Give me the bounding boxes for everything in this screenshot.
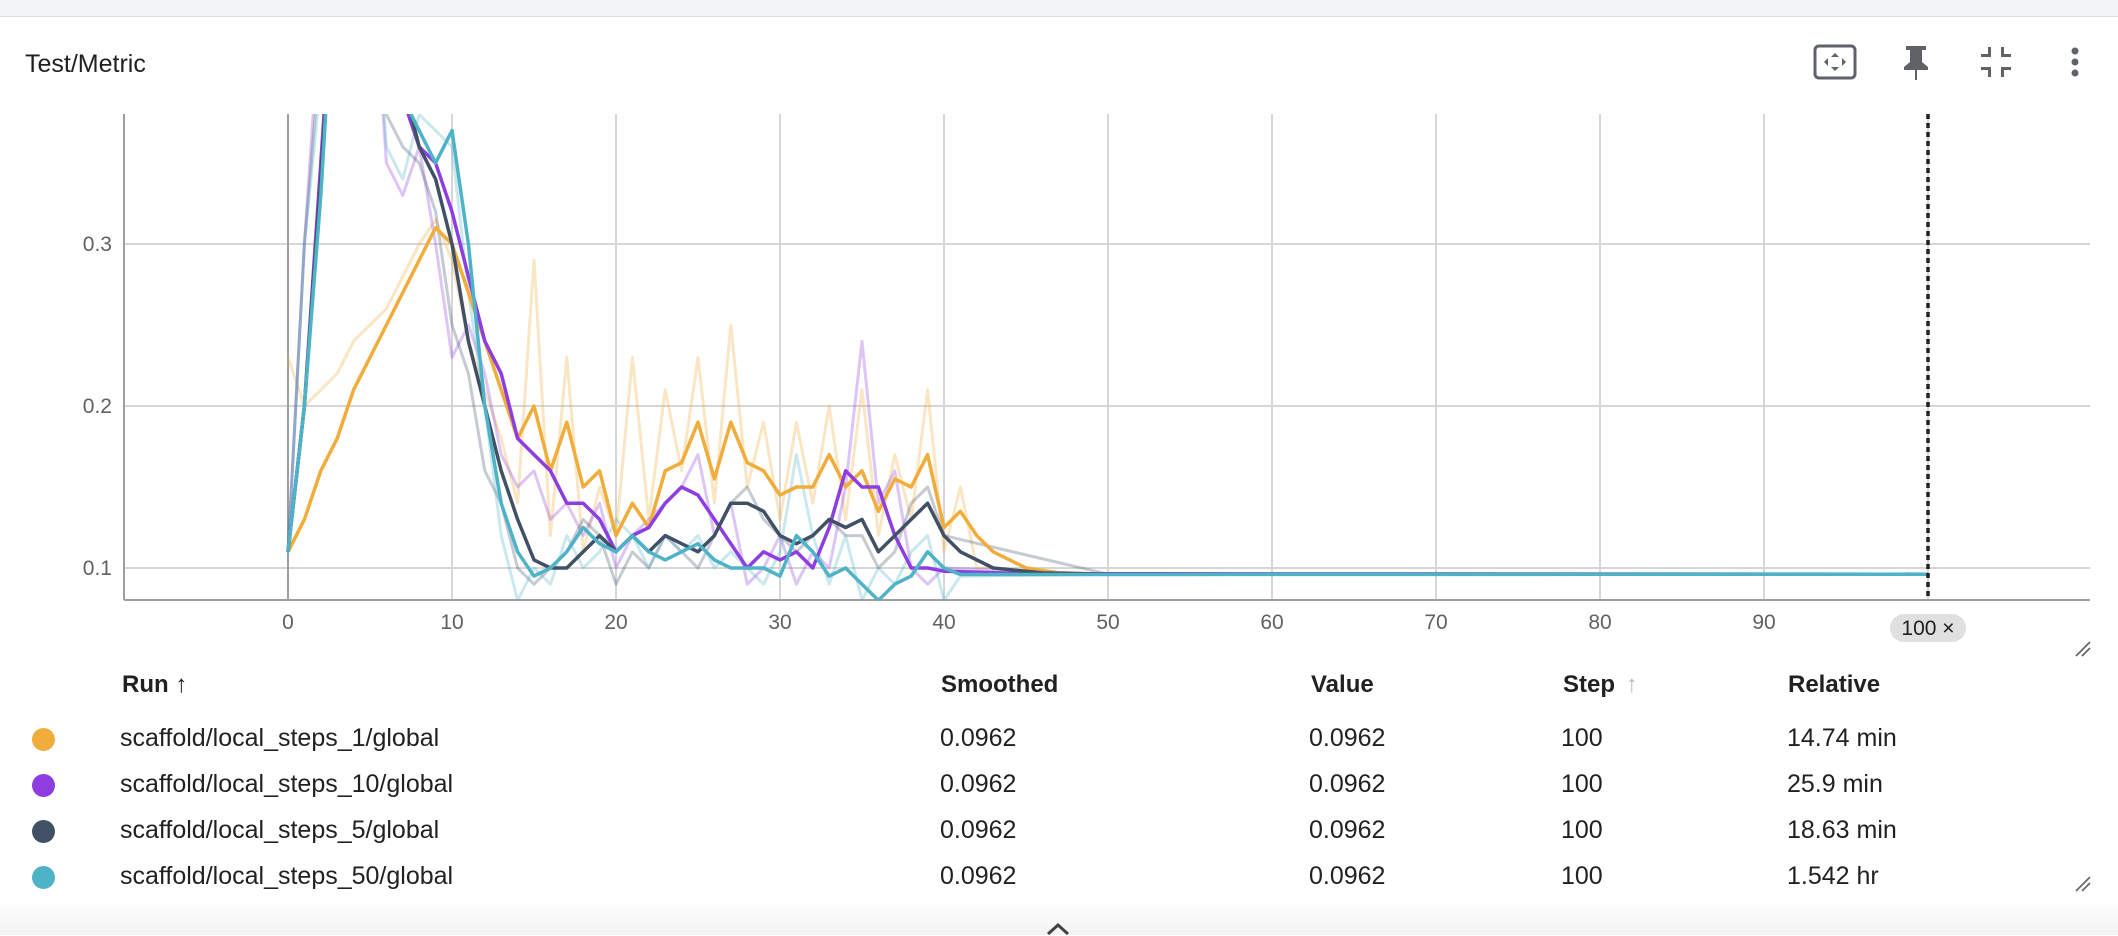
x-tick-label: 30 (768, 611, 791, 634)
raw-value: 0.0962 (1309, 816, 1386, 844)
smoothed-value: 0.0962 (940, 724, 1017, 752)
x-tick-label: 50 (1096, 611, 1119, 634)
smoothed-value: 0.0962 (940, 862, 1017, 890)
more-vert-icon[interactable] (2063, 42, 2087, 82)
relative-time: 18.63 min (1787, 816, 1897, 844)
run-color-swatch[interactable] (32, 728, 55, 751)
smoothed-value: 0.0962 (940, 770, 1017, 798)
x-tick-label: 70 (1424, 611, 1447, 634)
run-color-swatch[interactable] (32, 866, 55, 889)
x-tick-label: 60 (1260, 611, 1283, 634)
x-tick-label: 90 (1752, 611, 1775, 634)
table-row[interactable]: scaffold/local_steps_10/global 0.0962 0.09… (0, 762, 2118, 808)
relative-time: 14.74 min (1787, 724, 1897, 752)
raw-value: 0.0962 (1309, 770, 1386, 798)
series-smoothed-line (286, 114, 1929, 576)
bottom-bar (0, 900, 2118, 935)
step-value: 100 (1561, 862, 1603, 890)
y-tick-label: 0.3 (83, 233, 112, 256)
x-tick-label: 0 (282, 611, 294, 634)
grid (123, 114, 2090, 600)
y-tick-label: 0.2 (83, 395, 112, 418)
y-tick-label: 0.1 (83, 557, 112, 580)
smoothed-value: 0.0962 (940, 816, 1017, 844)
x-tick-label: 10 (440, 611, 463, 634)
table-row[interactable]: scaffold/local_steps_1/global 0.0962 0.096… (0, 716, 2118, 762)
fit-domain-icon[interactable] (1812, 42, 1858, 82)
column-header-smoothed[interactable]: Smoothed (941, 671, 1059, 698)
series-raw-line (286, 114, 1928, 600)
series-smoothed-line (286, 226, 1928, 576)
table-row[interactable]: scaffold/local_steps_50/global 0.0962 0.09… (0, 854, 2118, 900)
run-color-swatch[interactable] (32, 774, 55, 797)
expand-caret-icon[interactable] (1045, 922, 1071, 936)
column-header-value[interactable]: Value (1311, 671, 1374, 698)
run-name: scaffold/local_steps_50/global (120, 862, 454, 890)
column-header-relative[interactable]: Relative (1788, 671, 1881, 698)
series-smoothed-line (286, 114, 1929, 600)
top-strip (0, 0, 2118, 17)
step-value: 100 (1561, 816, 1603, 844)
x-tick-label: 20 (604, 611, 627, 634)
column-header-step-label: Step (1563, 671, 1616, 698)
collapse-icon[interactable] (1978, 42, 2014, 82)
table-resize-handle-icon[interactable] (2074, 875, 2092, 893)
pin-icon[interactable] (1898, 42, 1934, 82)
line-chart[interactable]: 0.1 0.2 0.3 0 10 20 30 40 50 60 70 80 90 100 × (0, 100, 2118, 670)
card-title: Test/Metric (25, 50, 146, 78)
relative-time: 1.542 hr (1787, 862, 1879, 890)
run-name: scaffold/local_steps_10/global (120, 770, 454, 798)
raw-value: 0.0962 (1309, 862, 1386, 890)
resize-handle-icon[interactable] (2074, 640, 2092, 658)
raw-value: 0.0962 (1309, 724, 1386, 752)
table-row[interactable]: scaffold/local_steps_5/global 0.0962 0.096… (0, 808, 2118, 854)
step-marker-badge[interactable]: 100 × (1890, 614, 1966, 642)
series-raw-line (286, 114, 1928, 586)
step-marker-label: 100 × (1901, 617, 1954, 640)
step-value: 100 (1561, 724, 1603, 752)
relative-time: 25.9 min (1787, 770, 1883, 798)
column-header-run[interactable]: Run ↑ (122, 671, 188, 698)
sort-arrow-icon: ↑ (1625, 671, 1638, 698)
step-value: 100 (1561, 770, 1603, 798)
run-name: scaffold/local_steps_5/global (120, 816, 440, 844)
run-color-swatch[interactable] (32, 820, 55, 843)
series-smoothed-line (286, 114, 1928, 576)
x-tick-label: 40 (932, 611, 955, 634)
x-tick-label: 80 (1588, 611, 1611, 634)
column-header-step[interactable]: Step ↑ (1563, 671, 1638, 699)
series-raw-line (286, 114, 1928, 586)
run-name: scaffold/local_steps_1/global (120, 724, 440, 752)
